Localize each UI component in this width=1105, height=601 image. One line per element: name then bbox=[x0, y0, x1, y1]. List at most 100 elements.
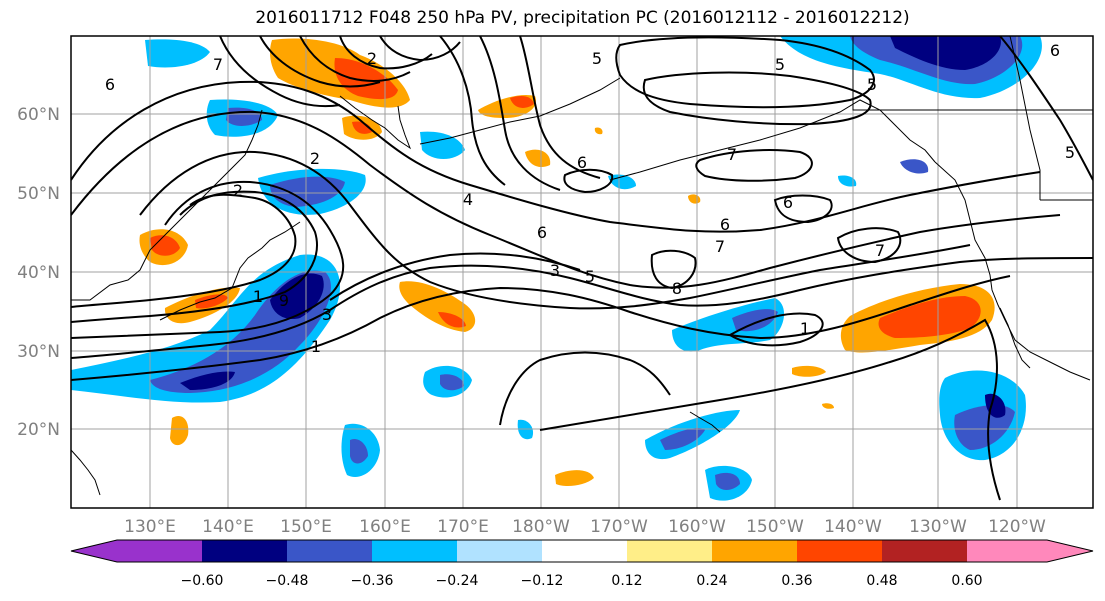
contour-label: 5 bbox=[592, 49, 602, 68]
pv-contour bbox=[379, 36, 461, 62]
pos-anomaly-japan-sea-core bbox=[334, 58, 398, 100]
contour-label: 6 bbox=[537, 223, 547, 242]
pv-contour bbox=[642, 71, 872, 126]
pv-contour bbox=[773, 194, 833, 224]
coast-kamchatka bbox=[339, 95, 412, 150]
pos-anomaly-korea-core bbox=[150, 235, 180, 256]
map-panel: 6 2 2 2 7 6 5 5 6 5 7 6 6 4 6 3 5 8 7 7 … bbox=[71, 36, 1093, 508]
contour-label: 7 bbox=[875, 241, 885, 260]
lat-tick-label: 30°N bbox=[17, 342, 60, 362]
pv-contour bbox=[539, 318, 1001, 501]
lon-tick-label: 140°W bbox=[824, 517, 882, 537]
pos-anomaly-bering bbox=[525, 149, 551, 168]
map-title: 2016011712 F048 250 hPa PV, precipitatio… bbox=[255, 8, 910, 28]
border-bc bbox=[1009, 36, 1041, 200]
pv-contour bbox=[650, 249, 697, 290]
colorbar-swatch bbox=[117, 540, 202, 562]
pv-contour bbox=[836, 227, 902, 264]
pv-contour bbox=[299, 36, 411, 82]
border-canada bbox=[852, 36, 1093, 111]
pv-contour bbox=[339, 36, 433, 70]
coast-philippines bbox=[71, 449, 101, 496]
pv-contours bbox=[71, 36, 1093, 501]
contour-label: 2 bbox=[367, 49, 377, 68]
lon-tick-label: 180°W bbox=[512, 517, 570, 537]
map-frame bbox=[70, 35, 1094, 509]
contour-label: 8 bbox=[672, 279, 682, 298]
lat-tick-label: 40°N bbox=[17, 263, 60, 283]
neg-anomaly-top bbox=[145, 39, 210, 68]
colorbar-swatch bbox=[882, 540, 967, 562]
coast-hawaii bbox=[689, 411, 721, 433]
contour-label: 7 bbox=[213, 55, 223, 74]
pv-contour bbox=[329, 252, 581, 301]
lat-tick-label: 50°N bbox=[17, 184, 60, 204]
pos-anomaly-california-core bbox=[878, 296, 981, 338]
pv-contour bbox=[71, 275, 1011, 381]
lon-tick-label: 170°E bbox=[437, 517, 489, 537]
coastlines bbox=[71, 36, 1093, 496]
colorbar-swatch bbox=[372, 540, 457, 562]
pv-contour bbox=[695, 149, 813, 182]
coast-nw-america bbox=[934, 161, 1091, 381]
pv-contour bbox=[71, 193, 297, 308]
colorbar-tick-label: −0.12 bbox=[521, 573, 564, 589]
pv-contour bbox=[499, 351, 671, 426]
colorbar-extend-low bbox=[71, 540, 117, 562]
coast-aleutians bbox=[419, 77, 621, 145]
pv-contour bbox=[439, 36, 506, 186]
contour-label: 6 bbox=[1050, 41, 1060, 60]
pos-anomaly-dot-4 bbox=[594, 127, 603, 135]
colorbar-swatch bbox=[287, 540, 372, 562]
contour-label: 5 bbox=[1065, 143, 1075, 162]
contour-label: 5 bbox=[775, 55, 785, 74]
pos-anomaly-japan-south-core bbox=[195, 294, 228, 309]
contour-label: 6 bbox=[105, 75, 115, 94]
lon-tick-label: 150°E bbox=[280, 517, 332, 537]
pv-contour bbox=[999, 36, 1093, 181]
contour-label: 3 bbox=[550, 261, 560, 280]
lat-axis: 20°N 30°N 40°N 50°N 60°N bbox=[17, 105, 60, 440]
coast-asia bbox=[71, 109, 263, 301]
colorbar-swatch bbox=[712, 540, 797, 562]
pv-contour bbox=[728, 312, 824, 347]
colorbar-tick-label: −0.36 bbox=[351, 573, 394, 589]
colorbar-tick-label: 0.48 bbox=[866, 573, 897, 589]
contour-label: 6 bbox=[577, 153, 587, 172]
colorbar-swatch bbox=[542, 540, 627, 562]
pos-anomaly-aleutian-core bbox=[510, 96, 534, 108]
pv-contour bbox=[71, 257, 1093, 359]
pos-anomaly-dot-2 bbox=[792, 365, 826, 377]
lon-tick-label: 160°W bbox=[668, 517, 726, 537]
colorbar: −0.60 −0.48 −0.36 −0.24 −0.12 0.12 0.24 … bbox=[70, 539, 1094, 589]
pv-contour bbox=[71, 190, 318, 323]
colorbar-tick-label: 0.36 bbox=[781, 573, 812, 589]
pos-anomaly-south-2 bbox=[555, 470, 594, 486]
contour-label: 5 bbox=[867, 75, 877, 94]
colorbar-swatch bbox=[967, 540, 1047, 562]
pv-contour bbox=[563, 168, 614, 194]
contour-label: 2 bbox=[233, 181, 243, 200]
colorbar-swatch bbox=[202, 540, 287, 562]
neg-anomaly-cell-6 bbox=[838, 175, 857, 187]
contour-label: 1 bbox=[800, 319, 810, 338]
colorbar-swatch bbox=[627, 540, 712, 562]
lon-tick-label: 130°W bbox=[909, 517, 967, 537]
contour-label: 9 bbox=[279, 291, 289, 310]
pos-anomaly-south-1 bbox=[170, 415, 189, 446]
pv-contour bbox=[259, 36, 381, 88]
contour-label: 1 bbox=[311, 337, 321, 356]
pv-contour bbox=[71, 110, 1061, 289]
lon-tick-label: 170°W bbox=[590, 517, 648, 537]
coast-baja bbox=[999, 307, 1031, 369]
contour-label: 1 bbox=[253, 287, 263, 306]
colorbar-tick-label: 0.24 bbox=[696, 573, 727, 589]
neg-anomaly-okhotsk-core bbox=[270, 176, 345, 207]
contour-label: 2 bbox=[310, 149, 320, 168]
pv-contour-labels: 6 2 2 2 7 6 5 5 6 5 7 6 6 4 6 3 5 8 7 7 … bbox=[105, 41, 1075, 356]
pv-contour bbox=[139, 150, 971, 310]
lon-tick-label: 160°E bbox=[359, 517, 411, 537]
colorbar-extend-high bbox=[1047, 540, 1093, 562]
lon-tick-label: 150°W bbox=[746, 517, 804, 537]
colorbar-tick-label: −0.60 bbox=[181, 573, 224, 589]
